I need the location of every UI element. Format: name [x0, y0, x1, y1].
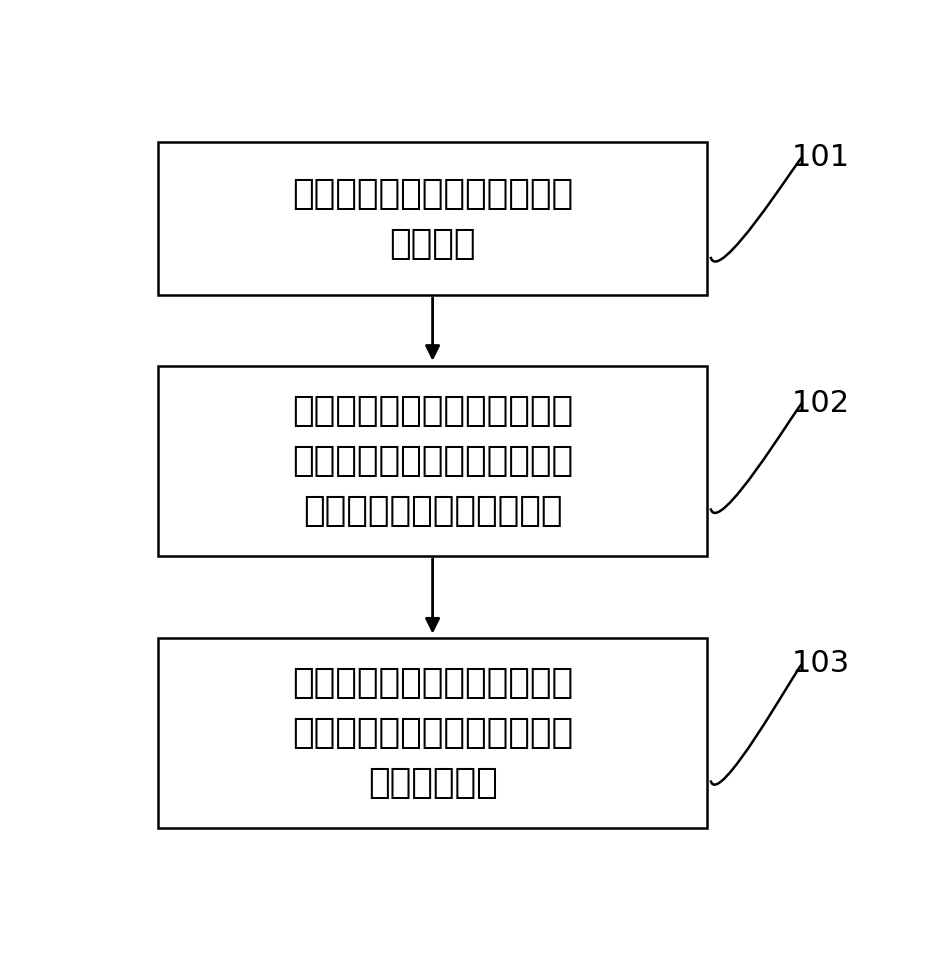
Text: 103: 103	[791, 650, 850, 679]
Text: 所述协转服务器将所述监控设
备的状态信息发送至所述监控
统一管理平台: 所述协转服务器将所述监控设 备的状态信息发送至所述监控 统一管理平台	[292, 666, 573, 801]
FancyBboxPatch shape	[159, 142, 707, 295]
Text: 根据所述巡检指令巡检所述协
转服务器挂载的监控设备，获
得所述监控设备的状态信息: 根据所述巡检指令巡检所述协 转服务器挂载的监控设备，获 得所述监控设备的状态信息	[292, 394, 573, 529]
Text: 102: 102	[791, 388, 850, 417]
FancyBboxPatch shape	[159, 638, 707, 828]
Text: 接收监控统一管理平台发送的
巡检指令: 接收监控统一管理平台发送的 巡检指令	[292, 176, 573, 260]
Text: 101: 101	[791, 142, 850, 171]
FancyBboxPatch shape	[159, 366, 707, 556]
